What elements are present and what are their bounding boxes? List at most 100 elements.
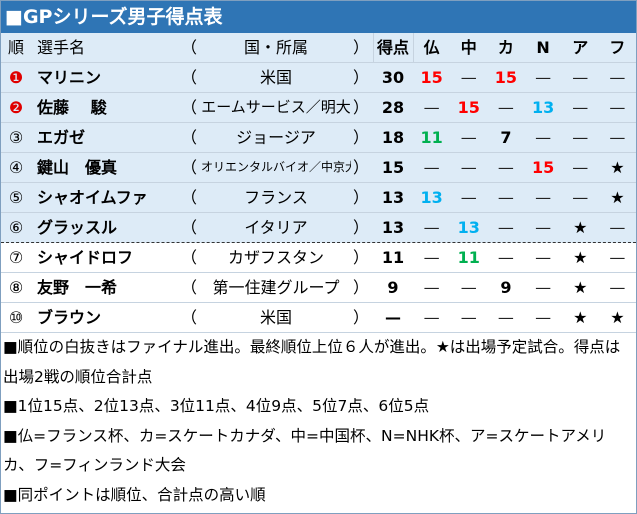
player-name: エガゼ — [37, 128, 86, 147]
paren: （ — [180, 98, 197, 117]
player-row: ⑧ 友野 一希 （ 第一住建グループ ） 9 — — 9 — ★ — — [1, 273, 636, 303]
player-row: ④ 鍵山 優真 （ オリエンタルバイオ／中京大） 15 — — — 15 — ★ — [1, 153, 636, 183]
points: 13 — [381, 188, 405, 207]
player-name: シャオイムファ — [37, 188, 148, 207]
paren: ） — [352, 68, 369, 87]
rank: ❷ — [8, 98, 24, 117]
result: — — [460, 128, 477, 147]
result: — — [535, 278, 552, 297]
result: — — [535, 68, 552, 87]
result: — — [609, 128, 626, 147]
column-header: ） — [352, 38, 369, 57]
points: 18 — [381, 128, 405, 147]
rank: ⑧ — [8, 278, 24, 297]
column-header: 仏 — [423, 38, 440, 57]
column-header: 中 — [460, 38, 477, 57]
affiliation: 米国 — [259, 68, 292, 87]
paren: ） — [352, 158, 369, 177]
points: — — [385, 308, 401, 327]
player-name: 佐藤 駿 — [37, 98, 107, 117]
result: ★ — [573, 248, 588, 267]
player-name: 鍵山 優真 — [37, 158, 118, 177]
result: 15 — [531, 158, 555, 177]
result: — — [609, 218, 626, 237]
title-bar: ■GPシリーズ男子得点表 — [1, 1, 636, 33]
points: 13 — [381, 218, 405, 237]
paren: （ — [180, 278, 197, 297]
result: ★ — [573, 308, 588, 327]
rank: ⑦ — [8, 248, 24, 267]
player-row: ③ エガゼ （ ジョージア ） 18 11 — 7 — — — — [1, 123, 636, 153]
paren: ） — [352, 218, 369, 237]
paren: （ — [180, 68, 197, 87]
result: ★ — [610, 158, 625, 177]
result: — — [460, 308, 477, 327]
rank: ❶ — [8, 68, 24, 87]
note: ■順位の白抜きはファイナル進出。最終順位上位６人が進出。★は出場予定試合。得点は… — [3, 338, 621, 386]
result: ★ — [573, 278, 588, 297]
points: 9 — [387, 278, 399, 297]
result: — — [460, 188, 477, 207]
player-row: ❷ 佐藤 駿 （エームサービス／明大） 28 — 15 — 13 — — — [1, 93, 636, 123]
points: 15 — [381, 158, 405, 177]
paren: ） — [352, 248, 369, 267]
paren: ） — [352, 308, 369, 327]
notes: ■順位の白抜きはファイナル進出。最終順位上位６人が進出。★は出場予定試合。得点は… — [3, 333, 633, 510]
result: — — [497, 98, 514, 117]
affiliation: 米国 — [259, 308, 292, 327]
result: — — [423, 98, 440, 117]
paren: （ — [180, 218, 197, 237]
column-header: ア — [572, 38, 589, 57]
result: 15 — [420, 68, 443, 87]
column-header: 国・所属 — [243, 38, 308, 57]
result: ★ — [610, 188, 625, 207]
affiliation: フランス — [244, 188, 308, 207]
affiliation: オリエンタルバイオ／中京大 — [201, 160, 351, 174]
result: — — [535, 308, 552, 327]
result: 13 — [457, 218, 480, 237]
player-name: ブラウン — [37, 308, 102, 327]
result: — — [423, 218, 440, 237]
divider — [413, 33, 414, 62]
player-row: ❶ マリニン （ 米国 ） 30 15 — 15 — — — — [1, 63, 636, 93]
result: 9 — [500, 278, 512, 297]
result: — — [535, 248, 552, 267]
result: — — [423, 248, 440, 267]
note: ■1位15点、2位13点、3位11点、4位9点、5位7点、6位5点 — [3, 397, 430, 415]
affiliation: 第一住建グループ — [212, 278, 340, 297]
player-row: ⑤ シャオイムファ （ フランス ） 13 13 — — — — ★ — [1, 183, 636, 213]
result: 11 — [420, 128, 443, 147]
column-header: フ — [609, 38, 626, 57]
result: — — [609, 98, 626, 117]
points: 28 — [381, 98, 405, 117]
result: — — [497, 158, 514, 177]
result: — — [572, 158, 589, 177]
note: ■同ポイントは順位、合計点の高い順 — [3, 485, 266, 504]
affiliation: ジョージア — [236, 128, 316, 147]
result: — — [497, 248, 514, 267]
affiliation: エームサービス／明大 — [201, 98, 351, 116]
player-name: グラッスル — [37, 218, 118, 237]
result: 15 — [457, 98, 480, 117]
rank: ⑥ — [8, 218, 24, 237]
result: — — [535, 128, 552, 147]
result: — — [423, 308, 440, 327]
result: — — [460, 158, 477, 177]
result: 11 — [457, 248, 480, 267]
column-header: 順 — [7, 38, 24, 57]
player-row: ⑥ グラッスル （ イタリア ） 13 — 13 — — ★ — — [1, 213, 636, 243]
result: — — [572, 98, 589, 117]
result: ★ — [573, 218, 588, 237]
rank: ⑩ — [8, 308, 24, 327]
player-name: 友野 一希 — [37, 278, 118, 297]
column-header: カ — [497, 38, 514, 57]
column-header: 選手名 — [37, 38, 86, 57]
result: — — [460, 68, 477, 87]
paren: ） — [352, 188, 369, 207]
result: — — [572, 188, 589, 207]
result: — — [423, 158, 440, 177]
rank: ⑤ — [8, 188, 24, 207]
note: ■仏=フランス杯、カ=スケートカナダ、中=中国杯、N=NHK杯、ア=スケートアメ… — [3, 426, 607, 475]
paren: （ — [180, 188, 197, 207]
